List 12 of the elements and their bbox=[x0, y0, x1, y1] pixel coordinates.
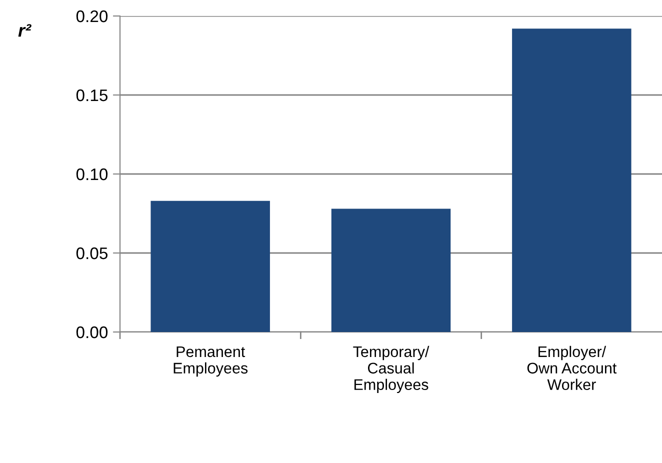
bar bbox=[512, 28, 632, 332]
y-tick-label: 0.20 bbox=[76, 10, 108, 22]
bar bbox=[331, 208, 451, 332]
x-tick-label: Pemanent Employees bbox=[174, 346, 248, 377]
bar bbox=[150, 200, 270, 332]
y-tick-label: 0.00 bbox=[76, 326, 108, 338]
x-tick-label: Temporary/ Casual Employees bbox=[353, 346, 430, 394]
x-tick-label: Employer/ Own Account Worker bbox=[527, 346, 617, 390]
y-tick-label: 0.15 bbox=[76, 89, 108, 102]
y-tick-label: 0.10 bbox=[76, 168, 108, 180]
y-tick-label: 0.05 bbox=[76, 247, 108, 260]
y-axis-title: r² bbox=[18, 24, 32, 37]
